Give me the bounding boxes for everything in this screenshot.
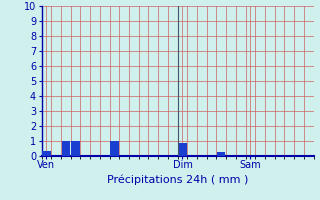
- Bar: [62, 141, 70, 156]
- X-axis label: Précipitations 24h ( mm ): Précipitations 24h ( mm ): [107, 174, 248, 185]
- Bar: [71, 141, 80, 156]
- Bar: [178, 142, 187, 156]
- Bar: [217, 152, 226, 156]
- Bar: [110, 141, 119, 156]
- Bar: [42, 151, 51, 156]
